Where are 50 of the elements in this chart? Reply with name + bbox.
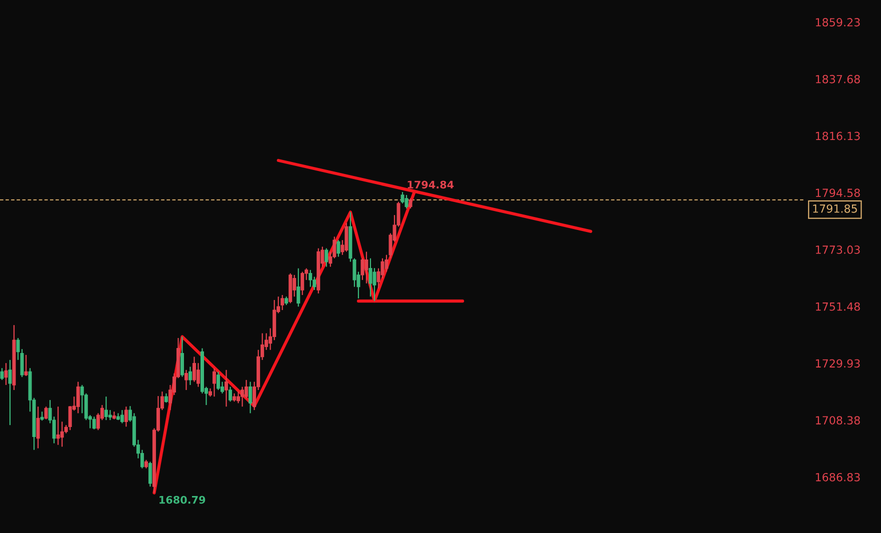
candlestick xyxy=(148,461,152,488)
y-tick-label: 1859.23 xyxy=(816,18,860,26)
candlestick xyxy=(236,391,240,404)
y-tick-label: 1708.38 xyxy=(816,416,860,424)
candlestick xyxy=(240,386,244,408)
y-tick-label: 1686.83 xyxy=(816,472,860,482)
candlestick xyxy=(216,371,220,391)
candlestick xyxy=(404,194,408,210)
candlestick xyxy=(104,396,108,421)
y-tick-label: 1773.03 xyxy=(816,246,860,254)
y-tick-label: 1816.13 xyxy=(816,132,860,140)
candlestick xyxy=(92,416,96,430)
candlestick xyxy=(224,369,228,408)
candlestick xyxy=(180,336,184,378)
candlestick xyxy=(212,368,216,398)
candlestick xyxy=(60,421,64,448)
annotation: 1794.84 xyxy=(408,180,454,189)
candlestick xyxy=(164,392,168,404)
candlestick xyxy=(0,368,4,381)
candlestick xyxy=(360,258,364,281)
candlestick xyxy=(364,251,368,284)
candlestick xyxy=(280,294,284,311)
candlestick xyxy=(8,359,12,426)
candlestick xyxy=(408,198,412,210)
y-tick-label: 1837.68 xyxy=(816,74,860,84)
candlestick xyxy=(120,409,124,424)
ref-line-label: 1791.85 xyxy=(813,204,857,213)
candlestick xyxy=(108,409,112,421)
candlestick xyxy=(4,362,8,386)
candlestick xyxy=(184,369,188,391)
candlestick xyxy=(344,222,348,252)
y-tick-label: 1751.48 xyxy=(816,302,860,311)
y-tick-label: 1729.93 xyxy=(816,359,860,368)
candlestick xyxy=(36,406,40,449)
candlestick xyxy=(324,248,328,268)
candlestick xyxy=(24,354,28,377)
annotation: 1680.79 xyxy=(160,496,206,504)
candlestick xyxy=(336,240,340,258)
candlestick xyxy=(300,271,304,296)
candlestick xyxy=(296,268,300,308)
y-tick-label: 1794.58 xyxy=(816,188,860,198)
candlestick xyxy=(56,406,60,446)
candlestick xyxy=(308,269,312,288)
candlestick xyxy=(248,381,252,414)
candlestick xyxy=(228,386,232,402)
candlestick xyxy=(368,258,372,298)
candlestick xyxy=(76,381,80,414)
candlestick xyxy=(44,406,48,420)
candlestick xyxy=(124,406,128,428)
candlestick xyxy=(188,366,192,386)
